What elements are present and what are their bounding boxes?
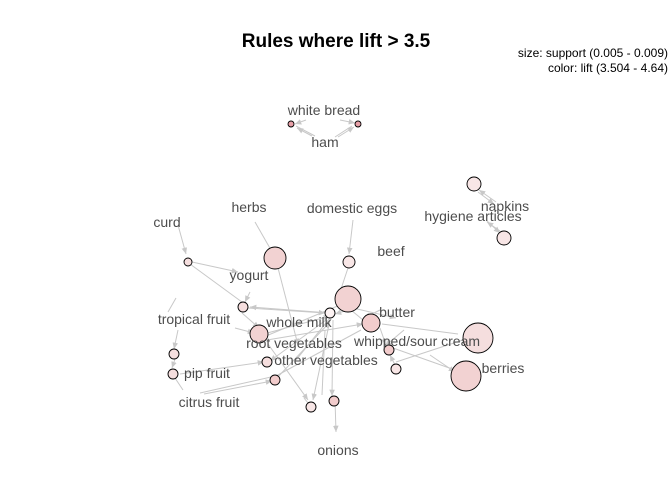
edge: [203, 379, 273, 395]
rule-node: [334, 285, 362, 313]
edge: [177, 224, 188, 255]
rule-node: [390, 363, 402, 375]
rule-node: [269, 374, 281, 386]
edge: [295, 317, 331, 361]
edge: [275, 329, 362, 377]
graph-title: Rules where lift > 3.5: [242, 31, 431, 52]
label-whipped-sour-cream: whipped/sour cream: [353, 333, 480, 349]
edge: [429, 354, 456, 373]
label-domestic-eggs: domestic eggs: [307, 200, 397, 216]
edge: [274, 321, 331, 381]
rule-node: [324, 307, 336, 319]
edge: [247, 307, 326, 316]
edge: [179, 360, 265, 375]
label-whole-milk: whole milk: [265, 314, 332, 330]
edge: [478, 189, 497, 203]
edge: [167, 297, 177, 313]
item-labels: white bread ham napkins hygiene articles…: [153, 102, 529, 458]
rule-node: [261, 356, 273, 368]
rule-node: [342, 255, 356, 269]
edge: [486, 221, 501, 232]
edge: [189, 263, 247, 306]
rule-node: [287, 120, 295, 128]
edge: [337, 126, 355, 138]
label-yogurt: yogurt: [230, 267, 269, 283]
edge: [339, 119, 356, 125]
rule-node: [249, 324, 269, 344]
label-ham: ham: [311, 134, 338, 150]
edge: [199, 376, 272, 394]
rule-node: [361, 313, 381, 333]
edge: [321, 329, 326, 396]
edge: [329, 319, 335, 397]
edge: [392, 347, 456, 371]
edge: [259, 314, 331, 336]
edge: [311, 319, 331, 401]
label-citrus-fruit: citrus fruit: [179, 394, 240, 410]
edge: [244, 291, 251, 303]
label-napkins: napkins: [481, 198, 529, 214]
edge: [346, 219, 354, 255]
rule-node: [450, 360, 482, 392]
label-other-vegetables: other vegetables: [274, 352, 378, 368]
edges: [167, 119, 501, 433]
rule-node: [354, 120, 362, 128]
label-tropical-fruit: tropical fruit: [158, 311, 230, 327]
label-white-bread: white bread: [287, 102, 360, 118]
rule-node: [466, 176, 482, 192]
edge: [254, 221, 272, 251]
edge: [389, 354, 396, 366]
label-berries: berries: [482, 360, 525, 376]
label-butter: butter: [379, 304, 415, 320]
edge: [266, 322, 364, 341]
edge: [269, 319, 327, 362]
edge: [172, 329, 179, 350]
rule-node: [383, 344, 395, 356]
edge: [296, 127, 313, 137]
edge: [295, 125, 316, 137]
edge: [191, 261, 239, 274]
label-beef: beef: [377, 243, 404, 259]
edge: [294, 119, 307, 125]
rule-node: [305, 401, 317, 413]
label-root-vegetables: root vegetables: [246, 335, 342, 351]
label-herbs: herbs: [231, 199, 266, 215]
rule-node: [328, 395, 340, 407]
edge: [395, 339, 464, 363]
rule-node: [263, 246, 287, 270]
edge: [267, 343, 309, 401]
rule-node: [462, 322, 494, 354]
rule-node: [168, 348, 180, 360]
legend-color: color: lift (3.504 - 4.64): [548, 61, 668, 75]
edge: [381, 323, 459, 335]
rule-node: [167, 368, 179, 380]
label-hygiene-articles: hygiene articles: [424, 208, 521, 224]
legend-size: size: support (0.005 - 0.009): [518, 46, 668, 60]
rule-node: [237, 301, 249, 313]
label-pip-fruit: pip fruit: [184, 365, 230, 381]
edge: [277, 267, 300, 346]
edge: [384, 329, 405, 347]
rule-node: [496, 230, 512, 246]
nodes: [167, 120, 512, 413]
label-onions: onions: [317, 442, 358, 458]
rule-node: [183, 257, 193, 267]
label-curd: curd: [153, 214, 180, 230]
edge: [174, 377, 184, 391]
edge: [249, 304, 331, 314]
